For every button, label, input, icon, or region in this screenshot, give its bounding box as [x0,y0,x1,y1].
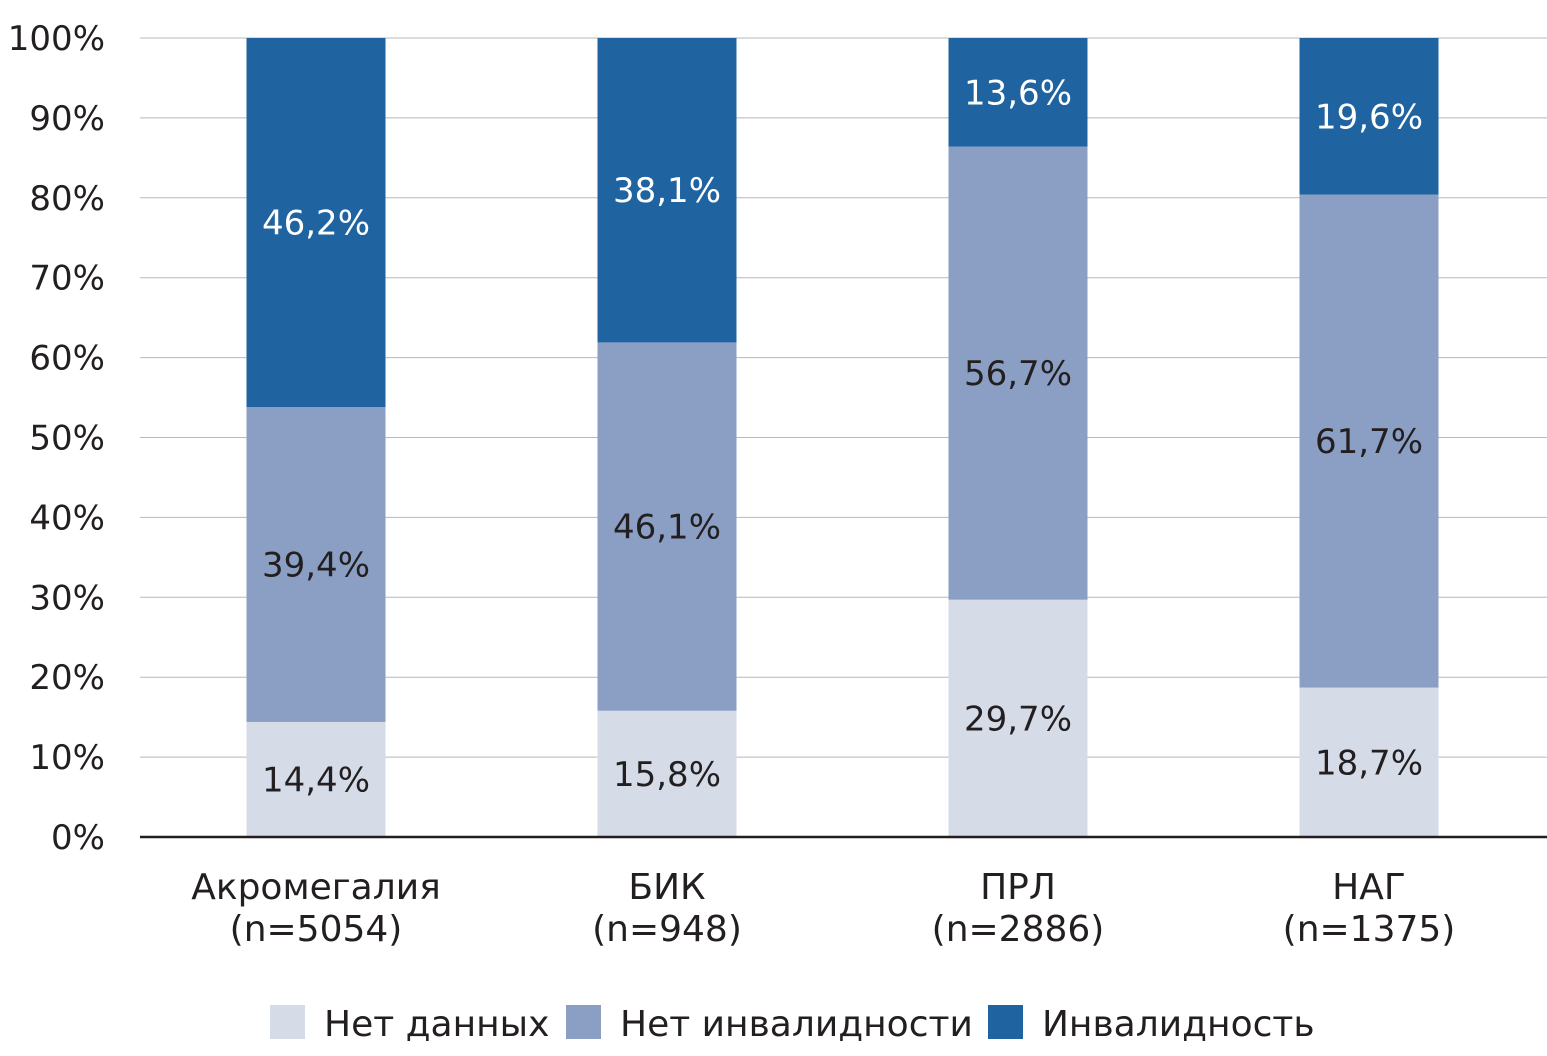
data-label: 15,8% [613,755,721,795]
y-tick-label: 60% [29,339,105,379]
data-label: 18,7% [1315,743,1423,783]
legend-label: Нет данных [324,1004,549,1045]
bar-segment-инвалидность [948,38,1088,147]
x-tick-sample-size: (n=5054) [230,909,403,950]
data-label: 39,4% [262,546,370,586]
y-tick-label: 30% [29,578,105,618]
x-tick-label: ПРЛ [980,867,1056,908]
y-tick-label: 90% [29,99,105,139]
data-label: 29,7% [964,699,1072,739]
data-label: 46,2% [262,204,370,244]
legend-swatch [988,1005,1023,1039]
data-label: 19,6% [1315,97,1423,137]
bar-segment-нет-данных [597,710,737,837]
y-tick-label: 10% [29,738,105,778]
legend-label: Инвалидность [1042,1004,1315,1045]
x-tick-sample-size: (n=2886) [932,909,1105,950]
y-tick-label: 70% [29,259,105,299]
bar-segment-нет-инвалидности [1299,194,1439,688]
bar-segment-инвалидность [597,38,737,343]
data-label: 13,6% [964,73,1072,113]
x-tick-sample-size: (n=948) [592,909,742,950]
bar-segment-нет-инвалидности [597,342,737,711]
bar-segment-инвалидность [1299,38,1439,195]
x-tick-label: Акромегалия [191,867,441,908]
bar-segment-нет-данных [1299,687,1439,837]
x-tick-label: БИК [628,867,705,908]
x-tick-sample-size: (n=1375) [1283,909,1456,950]
bar-segment-нет-инвалидности [948,146,1088,600]
legend-label: Нет инвалидности [620,1004,973,1045]
x-tick-label: НАГ [1332,867,1406,908]
bar-segment-инвалидность [246,38,386,408]
bar-segment-нет-данных [948,599,1088,837]
data-label: 46,1% [613,508,721,548]
data-label: 61,7% [1315,422,1423,462]
y-tick-label: 20% [29,658,105,698]
y-tick-label: 40% [29,498,105,538]
bar-segment-нет-данных [246,721,386,837]
data-label: 38,1% [613,171,721,211]
legend-swatch [270,1005,305,1039]
y-tick-label: 50% [29,419,105,459]
y-tick-label: 80% [29,179,105,219]
legend-swatch [566,1005,601,1039]
data-label: 14,4% [262,760,370,800]
y-tick-label: 0% [51,818,105,858]
data-label: 56,7% [964,354,1072,394]
y-tick-label: 100% [8,19,105,59]
bar-segment-нет-инвалидности [246,407,386,722]
